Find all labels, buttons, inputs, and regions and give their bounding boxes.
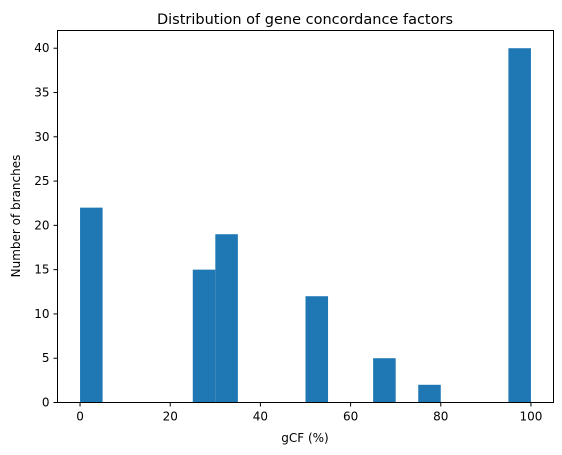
bars-group bbox=[80, 48, 531, 403]
x-tick-label-3: 60 bbox=[343, 410, 358, 424]
x-axis-ticks: 0 20 40 60 80 100 bbox=[76, 402, 543, 424]
y-tick-label-0: 0 bbox=[42, 396, 50, 410]
x-tick-label-5: 100 bbox=[520, 410, 543, 424]
x-tick-label-1: 20 bbox=[163, 410, 178, 424]
y-axis-ticks: 0 5 10 15 20 25 30 35 40 bbox=[34, 41, 58, 410]
y-tick-label-4: 20 bbox=[34, 218, 49, 232]
y-tick-label-1: 5 bbox=[42, 351, 50, 365]
histogram-bar-3 bbox=[305, 296, 329, 403]
histogram-bar-4 bbox=[373, 358, 396, 403]
y-axis-label: Number of branches bbox=[9, 155, 23, 278]
plot-frame bbox=[57, 30, 554, 403]
y-tick-label-3: 15 bbox=[34, 263, 49, 277]
x-tick-label-4: 80 bbox=[433, 410, 448, 424]
histogram-bar-0 bbox=[80, 207, 103, 403]
histogram-bar-2 bbox=[215, 234, 238, 403]
y-tick-label-6: 30 bbox=[34, 130, 49, 144]
histogram-bar-5 bbox=[418, 384, 441, 403]
y-tick-label-8: 40 bbox=[34, 41, 49, 55]
y-tick-label-2: 10 bbox=[34, 307, 49, 321]
x-axis-label: gCF (%) bbox=[281, 431, 328, 445]
x-tick-label-0: 0 bbox=[76, 410, 84, 424]
x-tick-label-2: 40 bbox=[253, 410, 268, 424]
y-tick-label-5: 25 bbox=[34, 174, 49, 188]
y-tick-label-7: 35 bbox=[34, 86, 49, 100]
chart-title: Distribution of gene concordance factors bbox=[157, 12, 453, 28]
histogram-bar-6 bbox=[508, 48, 531, 403]
histogram-bar-1 bbox=[192, 269, 216, 403]
